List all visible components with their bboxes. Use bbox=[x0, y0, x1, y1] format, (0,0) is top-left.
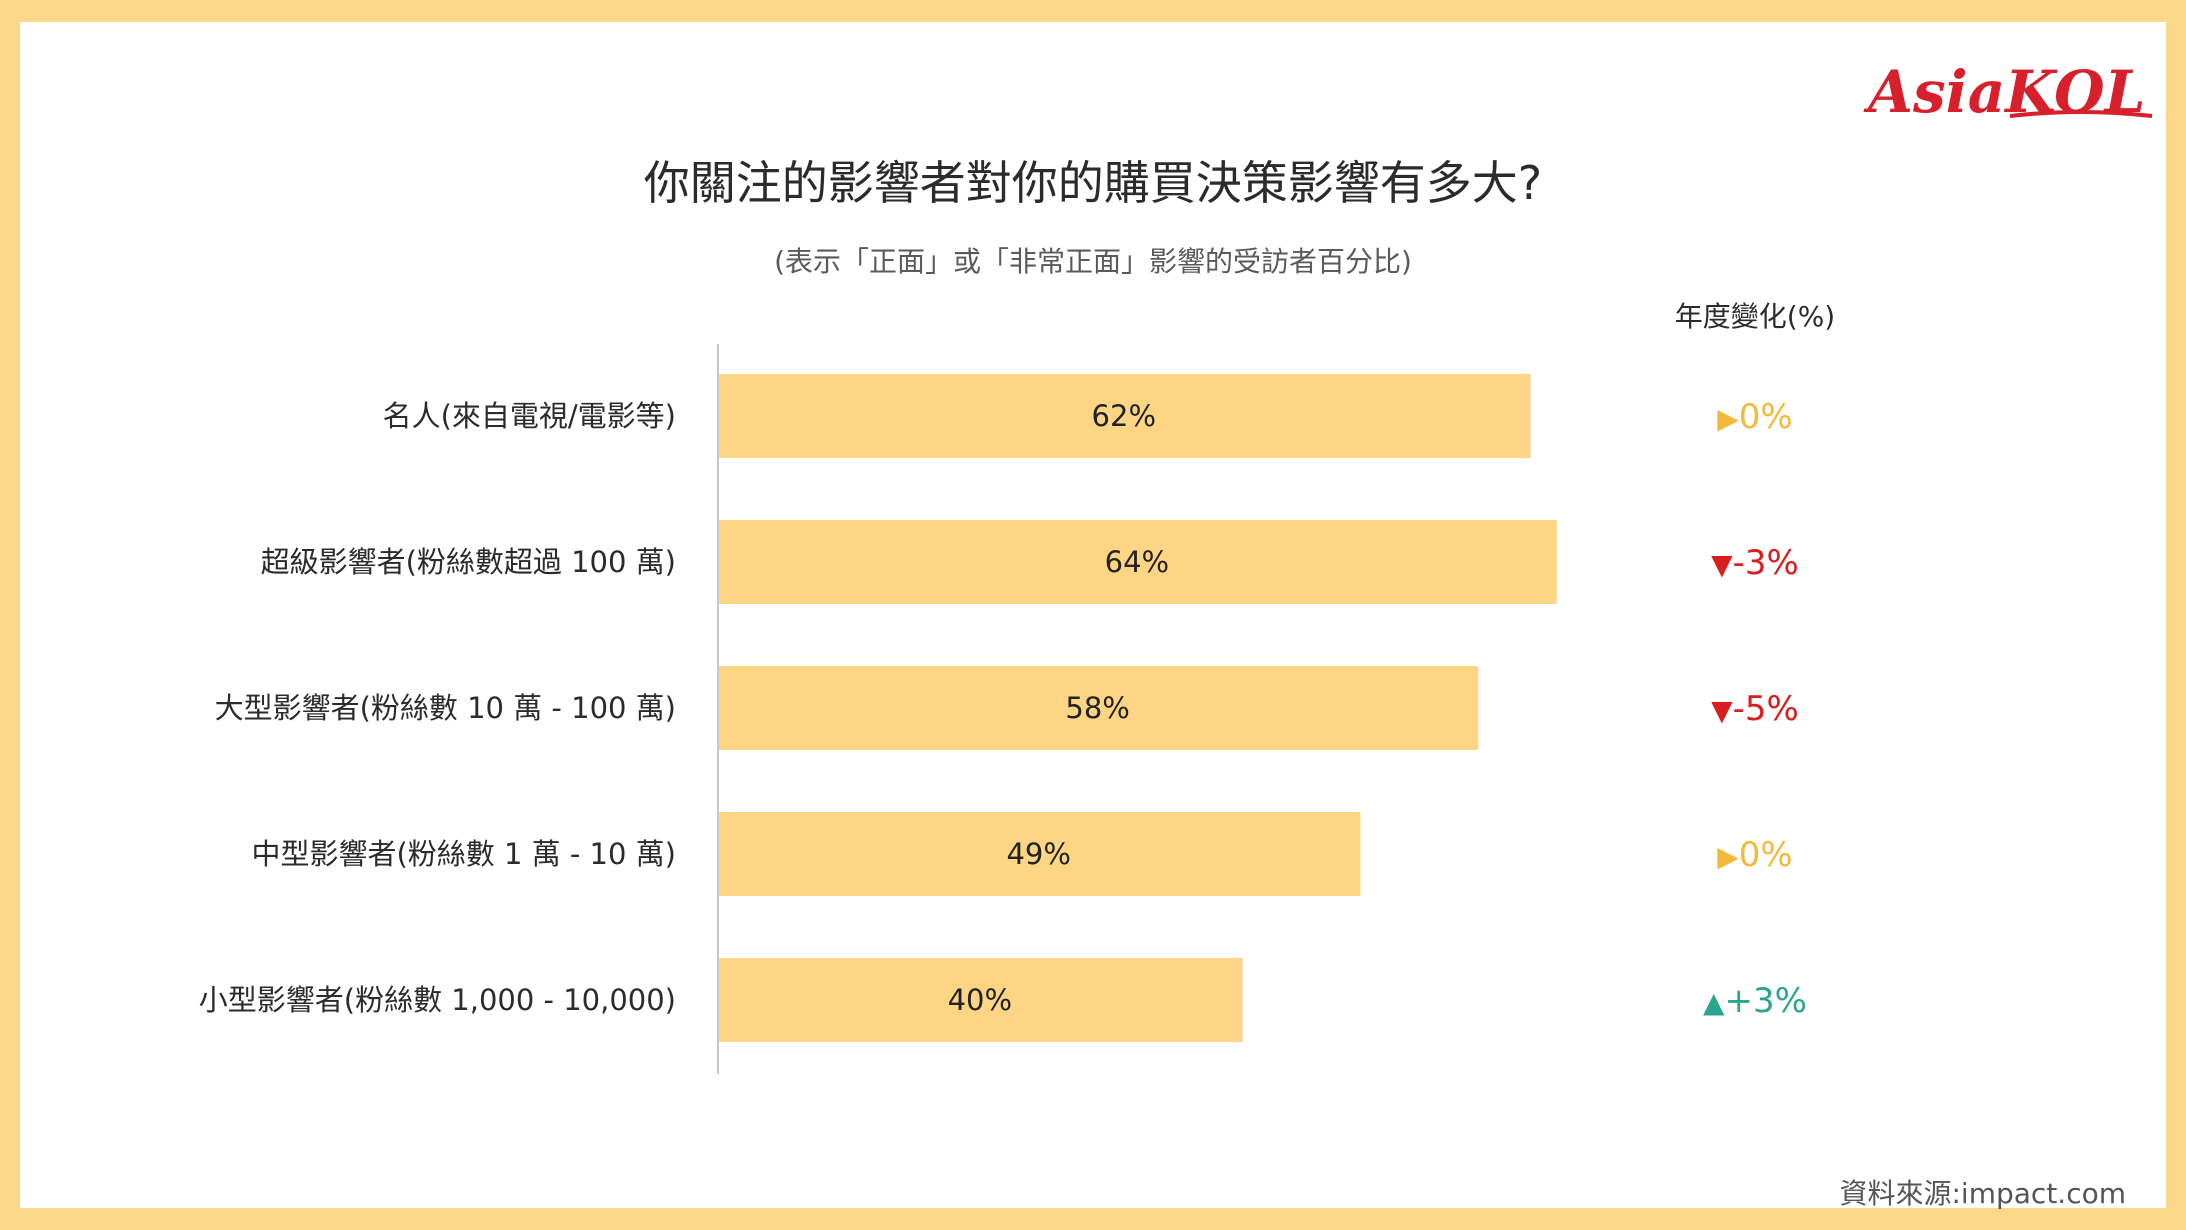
category-label: 大型影響者(粉絲數 10 萬 - 100 萬) bbox=[215, 691, 676, 725]
right-arrow-icon: ▶ bbox=[1717, 840, 1739, 873]
category-label: 中型影響者(粉絲數 1 萬 - 10 萬) bbox=[251, 837, 676, 871]
bar bbox=[719, 958, 1243, 1042]
yoy-change: ▼-5% bbox=[1711, 689, 1799, 729]
logo-swoosh bbox=[2009, 110, 2153, 118]
bar bbox=[719, 520, 1557, 604]
bar bbox=[719, 666, 1479, 750]
right-arrow-icon: ▶ bbox=[1717, 402, 1739, 435]
bar bbox=[719, 374, 1531, 458]
bar bbox=[719, 812, 1361, 896]
asiakol-logo: AsiaKOL bbox=[1860, 50, 2160, 130]
up-arrow-icon: ▲ bbox=[1703, 986, 1725, 1019]
yoy-change: ▲+3% bbox=[1703, 981, 1807, 1021]
bar-value-label: 58% bbox=[1065, 691, 1129, 725]
category-label: 小型影響者(粉絲數 1,000 - 10,000) bbox=[199, 983, 676, 1017]
bar-value-label: 49% bbox=[1006, 837, 1070, 871]
yoy-change: ▶0% bbox=[1717, 835, 1793, 875]
yoy-change-value: -3% bbox=[1733, 543, 1799, 583]
yoy-change: ▼-3% bbox=[1711, 543, 1799, 583]
down-arrow-icon: ▼ bbox=[1711, 694, 1733, 727]
source-note: 資料來源:impact.com bbox=[1839, 1177, 2127, 1210]
yoy-change-value: -5% bbox=[1733, 689, 1799, 729]
yoy-change: ▶0% bbox=[1717, 397, 1793, 437]
logo-wordmark: AsiaKOL bbox=[1863, 58, 2145, 126]
bar-value-label: 62% bbox=[1092, 399, 1156, 433]
yoy-change-value: 0% bbox=[1739, 835, 1793, 875]
yoy-change-value: +3% bbox=[1725, 981, 1807, 1021]
yoy-header: 年度變化(%) bbox=[1675, 300, 1835, 333]
chart-subtitle: (表示「正面」或「非常正面」影響的受訪者百分比) bbox=[774, 245, 1412, 278]
bar-value-label: 40% bbox=[948, 983, 1012, 1017]
bar-chart: 年度變化(%) 名人(來自電視/電影等) 62% ▶0%超級影響者(粉絲數超過 10… bbox=[199, 300, 1835, 1074]
chart-card: AsiaKOL 你關注的影響者對你的購買決策影響有多大? (表示「正面」或「非常… bbox=[20, 22, 2166, 1210]
down-arrow-icon: ▼ bbox=[1711, 548, 1733, 581]
yoy-change-value: 0% bbox=[1739, 397, 1793, 437]
category-label: 超級影響者(粉絲數超過 100 萬) bbox=[261, 545, 676, 579]
category-label: 名人(來自電視/電影等) bbox=[383, 399, 676, 433]
chart-rows: 名人(來自電視/電影等) 62% ▶0%超級影響者(粉絲數超過 100 萬) 64% ▼… bbox=[199, 374, 1807, 1042]
bar-value-label: 64% bbox=[1105, 545, 1169, 579]
chart-title: 你關注的影響者對你的購買決策影響有多大? bbox=[643, 156, 1543, 210]
